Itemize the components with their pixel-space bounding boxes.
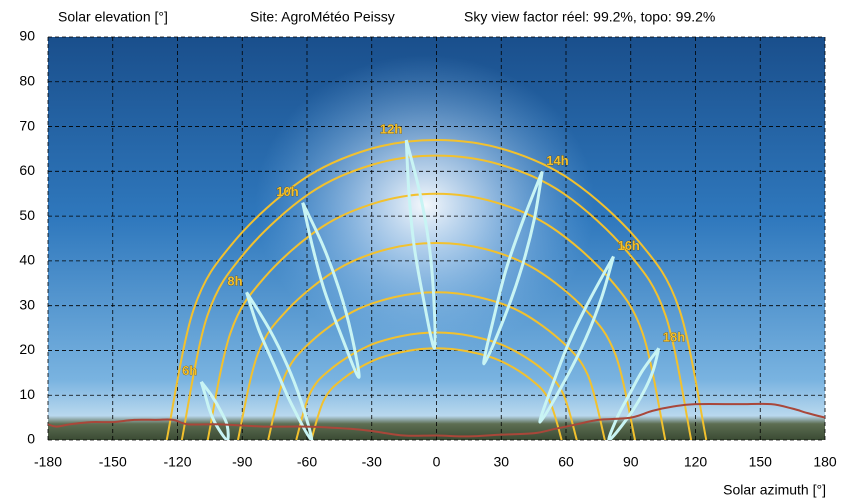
y-tick-label: 90 — [19, 28, 35, 44]
x-axis-title: Solar azimuth [°] — [723, 482, 826, 498]
hour-label: 6h — [182, 363, 197, 378]
analemma — [482, 170, 544, 366]
x-tick-label: -30 — [362, 454, 382, 470]
x-tick-label: 0 — [433, 454, 441, 470]
series-line — [267, 291, 606, 440]
x-tick-label: 150 — [749, 454, 773, 470]
analemma — [301, 202, 361, 379]
hour-label: 12h — [380, 121, 402, 136]
hour-label: 10h — [276, 184, 298, 199]
x-tick-label: -150 — [99, 454, 127, 470]
y-tick-label: 80 — [19, 72, 35, 88]
analemma — [538, 255, 615, 424]
series-line — [48, 402, 825, 438]
x-tick-label: 180 — [813, 454, 837, 470]
y-tick-label: 60 — [19, 162, 35, 178]
x-tick-label: 60 — [558, 454, 574, 470]
analemma — [607, 347, 661, 440]
hour-label: 18h — [663, 330, 685, 345]
chart-title: Site: AgroMétéo Peissy — [250, 9, 395, 25]
analemma — [245, 291, 314, 440]
hour-label: 14h — [546, 153, 568, 168]
grid — [47, 36, 826, 441]
x-tick-label: -60 — [297, 454, 317, 470]
plot-lines — [48, 138, 825, 440]
x-tick-label: 120 — [684, 454, 708, 470]
y-tick-label: 70 — [19, 117, 35, 133]
y-tick-label: 20 — [19, 341, 35, 357]
series-line — [206, 192, 667, 440]
y-tick-label: 40 — [19, 252, 35, 268]
hour-label: 16h — [617, 238, 639, 253]
y-tick-label: 30 — [19, 296, 35, 312]
x-tick-label: -90 — [232, 454, 252, 470]
y-tick-label: 0 — [27, 431, 35, 447]
chart-subtitle: Sky view factor réel: 99.2%, topo: 99.2% — [464, 9, 715, 25]
y-tick-label: 10 — [19, 386, 35, 402]
y-axis-title: Solar elevation [°] — [58, 9, 168, 25]
y-tick-label: 50 — [19, 207, 35, 223]
x-tick-label: -120 — [163, 454, 191, 470]
series-line — [180, 154, 693, 440]
sky-photo — [48, 37, 825, 440]
x-tick-label: 30 — [493, 454, 509, 470]
series-line — [310, 347, 563, 440]
series-line — [165, 138, 708, 440]
hour-label: 8h — [227, 274, 242, 289]
analemma — [199, 380, 230, 440]
analemma — [404, 139, 437, 350]
series-line — [236, 241, 637, 440]
labels: 0 10 20 30 40 50 60 70 80 90 -180 -150 -120 -90 -60 -30… — [19, 28, 836, 470]
x-tick-label: -180 — [34, 454, 62, 470]
x-tick-label: 90 — [623, 454, 639, 470]
